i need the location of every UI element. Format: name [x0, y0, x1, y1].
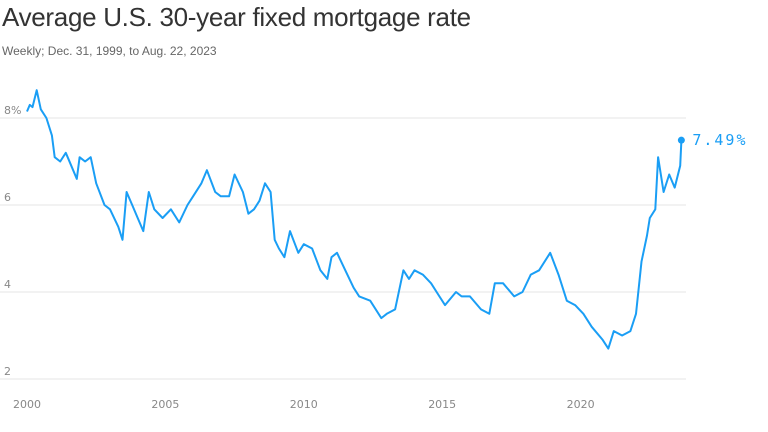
end-value-label: 7.49% — [692, 131, 747, 149]
chart-subtitle: Weekly; Dec. 31, 1999, to Aug. 22, 2023 — [2, 44, 217, 58]
x-tick-label: 2010 — [290, 398, 318, 411]
series-line — [26, 89, 683, 350]
y-tick-label: 8% — [4, 104, 21, 117]
y-tick-label: 2 — [4, 365, 11, 378]
x-tick-label: 2000 — [13, 398, 41, 411]
end-point — [677, 136, 685, 144]
x-tick-label: 2020 — [567, 398, 595, 411]
chart-title: Average U.S. 30-year fixed mortgage rate — [2, 2, 471, 32]
y-tick-label: 6 — [4, 191, 11, 204]
y-tick-label: 4 — [4, 278, 11, 291]
x-tick-label: 2005 — [151, 398, 179, 411]
x-tick-label: 2015 — [428, 398, 456, 411]
